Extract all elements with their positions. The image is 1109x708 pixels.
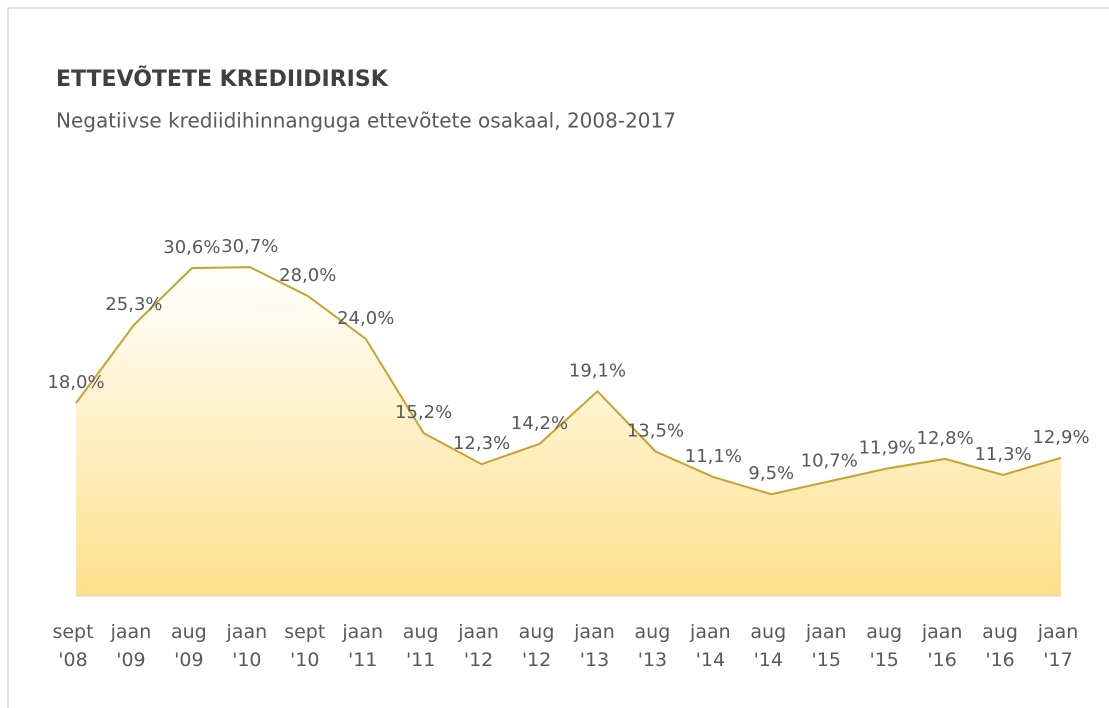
x-tick-label: sept '10 bbox=[284, 621, 325, 671]
data-label: 15,2% bbox=[395, 402, 452, 423]
x-tick-label: jaan '10 bbox=[226, 621, 268, 671]
data-label: 11,1% bbox=[685, 446, 742, 467]
data-label: 11,9% bbox=[859, 438, 916, 459]
x-tick-label: aug '13 bbox=[635, 621, 671, 671]
x-tick-label: jaan '09 bbox=[110, 621, 152, 671]
data-label: 25,3% bbox=[105, 294, 162, 315]
data-label: 14,2% bbox=[511, 413, 568, 434]
frame bbox=[7, 7, 1109, 708]
x-tick-label: aug '14 bbox=[750, 621, 786, 671]
data-label: 30,7% bbox=[221, 236, 278, 257]
data-label: 19,1% bbox=[569, 360, 626, 381]
x-tick-label: jaan '11 bbox=[341, 621, 383, 671]
data-label: 30,6% bbox=[163, 237, 220, 258]
x-tick-label: jaan '14 bbox=[689, 621, 731, 671]
data-label: 12,3% bbox=[453, 433, 510, 454]
data-label: 18,0% bbox=[47, 372, 104, 393]
x-tick-label: jaan '16 bbox=[921, 621, 963, 671]
chart-title: ETTEVÕTETE KREDIIDIRISK bbox=[56, 66, 389, 92]
data-label: 11,3% bbox=[974, 444, 1031, 465]
data-label: 24,0% bbox=[337, 308, 394, 329]
x-tick-label: aug '11 bbox=[403, 621, 439, 671]
x-tick-label: aug '15 bbox=[866, 621, 902, 671]
area bbox=[76, 267, 1061, 596]
data-label: 12,9% bbox=[1032, 427, 1089, 448]
data-label: 10,7% bbox=[801, 450, 858, 471]
data-label: 12,8% bbox=[917, 428, 974, 449]
chart-subtitle: Negatiivse krediidihinnanguga ettevõtete… bbox=[56, 109, 676, 133]
x-tick-label: jaan '15 bbox=[805, 621, 847, 671]
data-label: 9,5% bbox=[748, 463, 794, 484]
data-label: 28,0% bbox=[279, 265, 336, 286]
x-tick-label: aug '12 bbox=[519, 621, 555, 671]
x-tick-label: sept '08 bbox=[52, 621, 93, 671]
x-tick-label: jaan '17 bbox=[1037, 621, 1079, 671]
line bbox=[75, 266, 1062, 496]
x-tick-label: aug '16 bbox=[982, 621, 1018, 671]
x-tick-label: jaan '12 bbox=[457, 621, 499, 671]
x-tick-label: jaan '13 bbox=[573, 621, 615, 671]
x-tick-label: aug '09 bbox=[171, 621, 207, 671]
data-label: 13,5% bbox=[627, 420, 684, 441]
